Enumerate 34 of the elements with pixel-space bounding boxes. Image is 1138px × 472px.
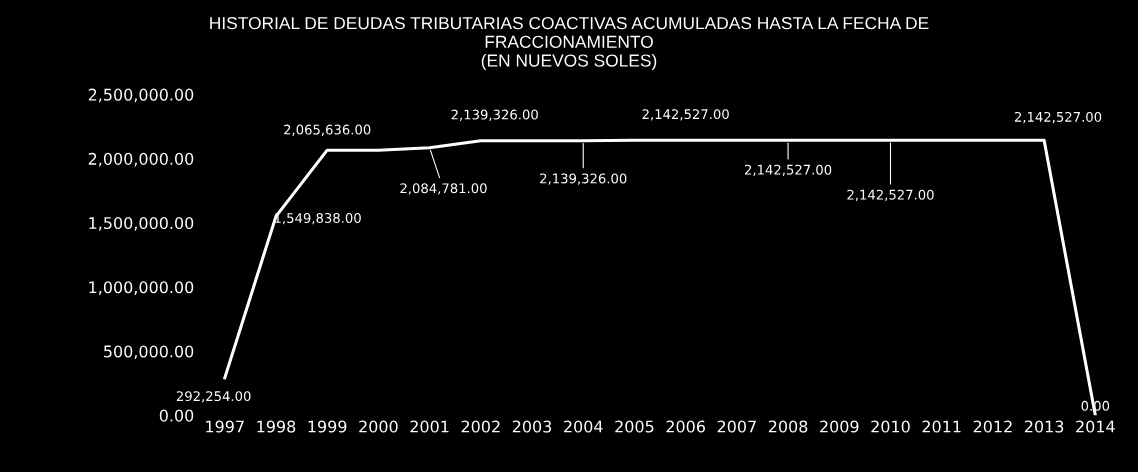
data-label: 2,142,527.00 — [1014, 111, 1102, 124]
x-tick-label: 2004 — [564, 420, 603, 433]
x-tick-label: 2000 — [359, 420, 398, 433]
y-tick-label: 500,000.00 — [104, 345, 194, 360]
y-tick-label: 1,000,000.00 — [89, 281, 194, 295]
x-tick-label: 1998 — [257, 420, 296, 433]
x-tick-label: 2014 — [1076, 420, 1115, 433]
data-label: 2,065,636.00 — [284, 124, 371, 136]
x-tick-label: 2012 — [973, 420, 1012, 433]
data-label: 2,139,326.00 — [540, 173, 627, 185]
x-tick-label: 2010 — [871, 420, 910, 433]
x-tick-label: 2009 — [820, 420, 859, 433]
x-tick-label: 2001 — [410, 420, 449, 433]
x-tick-label: 2005 — [615, 420, 654, 433]
y-tick-label: 2,000,000.00 — [88, 152, 194, 167]
data-label: 2,142,527.00 — [847, 189, 934, 202]
y-tick-label: 0.00 — [159, 409, 194, 422]
x-tick-label: 2008 — [768, 420, 808, 433]
x-tick-label: 2011 — [922, 420, 961, 433]
x-tick-label: 1997 — [206, 420, 244, 433]
data-label: 2,084,781.00 — [400, 183, 487, 195]
data-label: 2,139,326.00 — [451, 109, 538, 121]
x-tick-label: 2003 — [512, 420, 552, 433]
data-label: 2,142,527.00 — [744, 164, 832, 177]
y-tick-label: 2,500,000.00 — [88, 88, 194, 103]
y-tick-label: 1,500,000.00 — [89, 217, 194, 231]
chart-title: HISTORIAL DE DEUDAS TRIBUTARIAS COACTIVAS ACUMULADAS HASTA LA FECHA DE FRACCIONAMIENTO (EN NUEVOS SOLES) — [210, 16, 929, 71]
data-label: 292,254.00 — [176, 391, 251, 403]
x-tick-label: 2007 — [717, 420, 756, 433]
x-tick-label: 2006 — [666, 420, 705, 433]
data-label: 2,142,527.00 — [642, 109, 729, 121]
x-tick-label: 2002 — [461, 420, 500, 433]
x-tick-label: 1999 — [308, 420, 347, 433]
x-tick-label: 2013 — [1024, 420, 1064, 433]
